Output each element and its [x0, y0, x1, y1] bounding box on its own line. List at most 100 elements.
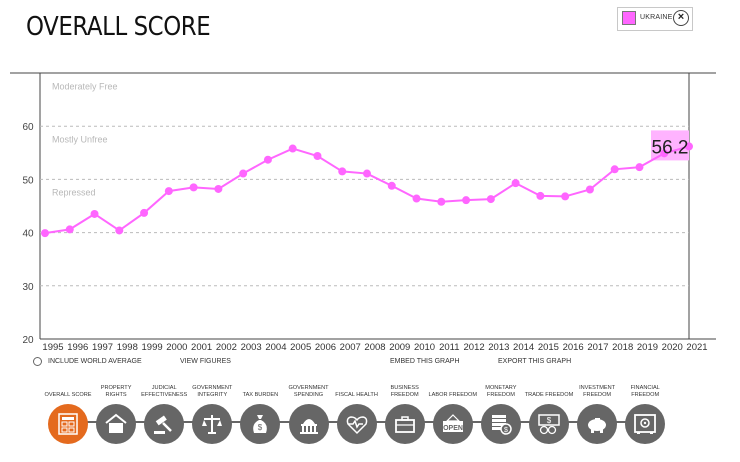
indicator-button[interactable] — [625, 404, 666, 444]
data-point — [115, 226, 124, 235]
indicator-monetary-freedom[interactable]: MONETARY FREEDOM $ — [476, 380, 526, 444]
x-tick-label: 1998 — [117, 342, 138, 353]
x-tick-label: 2004 — [265, 342, 286, 353]
data-point — [214, 184, 223, 193]
svg-text:OPEN: OPEN — [443, 425, 463, 432]
indicator-button[interactable]: OPEN — [432, 404, 473, 444]
indicator-judicial-effectiveness[interactable]: JUDICIAL EFFECTIVENESS — [139, 380, 189, 444]
view-figures-link[interactable]: VIEW FIGURES — [180, 358, 231, 365]
indicator-labor-freedom[interactable]: LABOR FREEDOM OPEN — [428, 380, 478, 444]
x-tick-label: 2016 — [563, 342, 584, 353]
indicator-investment-freedom[interactable]: INVESTMENT FREEDOM — [572, 380, 622, 444]
indicator-button[interactable]: $ — [240, 404, 281, 444]
include-world-average-option[interactable]: INCLUDE WORLD AVERAGE — [48, 358, 142, 365]
x-tick-label: 2015 — [538, 342, 559, 353]
data-point — [660, 149, 669, 158]
band-label: Repressed — [52, 188, 96, 198]
indicator-selector: OVERALL SCORE PROPERTY RIGHTS JUDICIAL EFF… — [0, 380, 740, 462]
y-tick-label: 40 — [22, 229, 34, 240]
data-point — [585, 185, 594, 194]
data-point — [41, 229, 49, 238]
indicator-fiscal-health[interactable]: FISCAL HEALTH — [332, 380, 382, 444]
x-tick-label: 2017 — [587, 342, 608, 353]
x-tick-label: 1995 — [42, 342, 63, 353]
x-tick-label: 2013 — [488, 342, 509, 353]
indicator-label: GOVERNMENT INTEGRITY — [192, 385, 233, 398]
indicator-button[interactable] — [336, 404, 377, 444]
x-tick-label: 2008 — [364, 342, 385, 353]
indicator-button[interactable] — [288, 404, 329, 444]
x-tick-label: 2002 — [216, 342, 237, 353]
page-title: OVERALL SCORE — [26, 12, 211, 42]
data-point — [685, 142, 693, 151]
indicator-button[interactable]: $ — [529, 404, 569, 444]
briefcase-icon — [394, 416, 415, 433]
indicator-label: FINANCIAL FREEDOM — [630, 385, 660, 398]
export-graph-link[interactable]: EXPORT THIS GRAPH — [498, 358, 572, 365]
x-tick-label: 2006 — [315, 342, 336, 353]
world-average-radio[interactable] — [33, 357, 42, 366]
data-point — [462, 196, 471, 205]
legend-swatch — [622, 11, 636, 25]
x-tick-label: 1999 — [142, 342, 163, 353]
close-icon[interactable]: × — [673, 10, 689, 26]
x-tick-label: 2000 — [166, 342, 187, 353]
data-point — [313, 151, 322, 160]
indicator-label: MONETARY FREEDOM — [485, 385, 517, 398]
indicator-business-freedom[interactable]: BUSINESS FREEDOM — [380, 380, 430, 444]
data-point — [338, 167, 347, 176]
piggy-bank-icon — [588, 418, 607, 433]
data-point — [363, 169, 371, 178]
y-tick-label: 20 — [22, 335, 34, 346]
gavel-icon — [154, 415, 173, 434]
money-bag-icon: $ — [253, 415, 268, 433]
indicator-button[interactable] — [192, 404, 233, 444]
embed-graph-link[interactable]: EMBED THIS GRAPH — [390, 358, 460, 365]
data-point — [189, 183, 198, 192]
indicator-financial-freedom[interactable]: FINANCIAL FREEDOM — [620, 380, 670, 444]
x-tick-label: 1996 — [67, 342, 88, 353]
data-point — [610, 165, 619, 174]
indicator-property-rights[interactable]: PROPERTY RIGHTS — [91, 380, 141, 444]
data-point — [140, 208, 149, 217]
data-point — [288, 144, 297, 153]
data-point — [65, 225, 74, 234]
open-sign-icon: OPEN — [442, 414, 463, 432]
indicator-government-spending[interactable]: GOVERNMENT SPENDING — [284, 380, 334, 444]
indicator-label: FISCAL HEALTH — [335, 391, 378, 398]
x-tick-label: 2001 — [191, 342, 212, 353]
indicator-label: INVESTMENT FREEDOM — [579, 385, 616, 398]
x-tick-label: 2018 — [612, 342, 633, 353]
data-point — [536, 191, 545, 200]
svg-text:$: $ — [504, 427, 508, 434]
x-tick-label: 2020 — [662, 342, 683, 353]
indicator-trade-freedom[interactable]: TRADE FREEDOM $ — [524, 380, 574, 444]
indicator-button[interactable] — [384, 404, 425, 444]
data-point — [263, 155, 272, 164]
data-point — [387, 181, 396, 190]
indicator-overall-score[interactable]: OVERALL SCORE — [43, 380, 93, 444]
x-tick-label: 2003 — [241, 342, 262, 353]
indicator-tax-burden[interactable]: TAX BURDEN $ — [235, 380, 285, 444]
data-point — [561, 192, 570, 201]
country-legend[interactable]: UKRAINE × — [617, 7, 693, 31]
x-tick-label: 2005 — [290, 342, 311, 353]
x-tick-label: 2021 — [686, 342, 707, 353]
indicator-government-integrity[interactable]: GOVERNMENT INTEGRITY — [187, 380, 237, 444]
band-label: Moderately Free — [52, 81, 118, 91]
indicator-button[interactable] — [96, 404, 137, 444]
scales-icon — [202, 415, 223, 434]
data-point — [486, 195, 495, 204]
indicator-button[interactable]: $ — [480, 404, 521, 444]
data-point — [90, 209, 99, 218]
indicator-label: BUSINESS FREEDOM — [390, 385, 419, 398]
indicator-label: OVERALL SCORE — [44, 391, 92, 398]
legend-country-label: UKRAINE — [640, 14, 673, 21]
latest-value-label: 56.2 — [652, 137, 689, 158]
scorecard-icon — [58, 413, 78, 435]
indicator-button[interactable] — [144, 404, 185, 444]
score-chart: 20 30 40 50 60 Moderately Free Mostly Unfree Re… — [10, 72, 716, 353]
indicator-button[interactable] — [577, 404, 618, 444]
indicator-button[interactable] — [48, 404, 88, 444]
svg-text:$: $ — [547, 416, 552, 425]
